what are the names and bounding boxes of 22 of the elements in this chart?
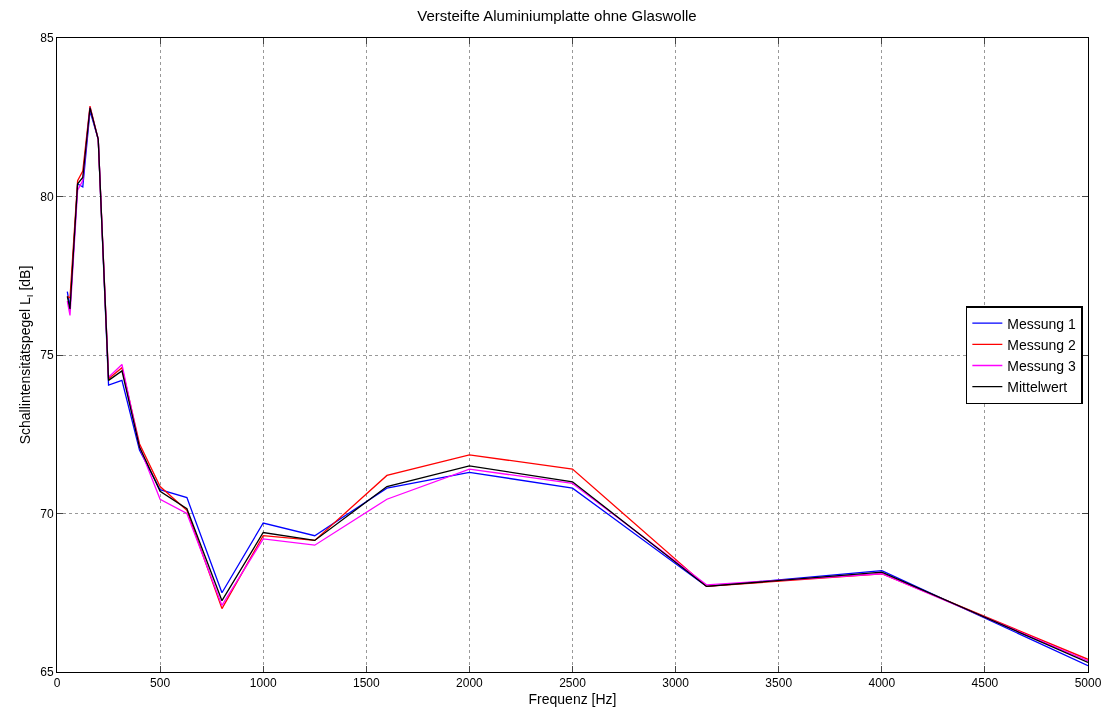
y-tick-label: 80	[40, 189, 54, 204]
x-axis-title: Frequenz [Hz]	[528, 690, 617, 707]
legend-label: Messung 2	[1007, 336, 1077, 353]
legend-label: Messung 1	[1007, 315, 1077, 332]
legend-label: Messung 3	[1007, 357, 1077, 374]
chart-title: Versteifte Aluminiumplatte ohne Glaswolle	[417, 7, 697, 25]
x-tick-label: 3000	[662, 676, 690, 691]
legend-label: Mittelwert	[1007, 379, 1068, 396]
x-tick-label: 4500	[971, 676, 999, 691]
y-tick-label: 65	[40, 665, 54, 680]
x-tick-label: 500	[150, 676, 171, 691]
x-tick-label: 5000	[1074, 676, 1102, 691]
y-tick-label: 85	[40, 31, 54, 46]
x-tick-label: 1000	[249, 676, 277, 691]
x-tick-label: 4000	[868, 676, 896, 691]
x-tick-label: 2000	[456, 676, 484, 691]
y-tick-label: 70	[40, 506, 54, 521]
y-tick-label: 75	[40, 348, 54, 363]
x-tick-label: 2500	[559, 676, 587, 691]
x-tick-label: 1500	[352, 676, 380, 691]
x-tick-label: 0	[53, 676, 61, 691]
x-tick-label: 3500	[765, 676, 793, 691]
